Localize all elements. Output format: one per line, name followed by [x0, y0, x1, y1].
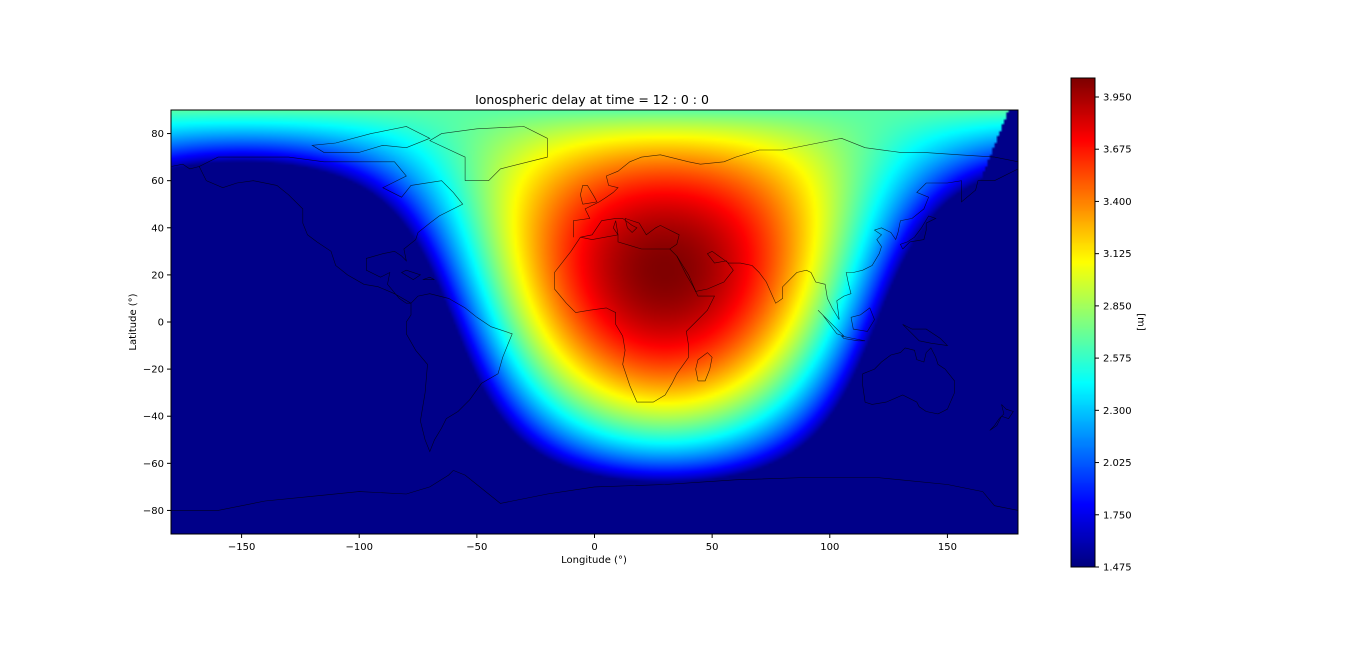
y-tick-label: −20	[143, 365, 164, 376]
colorbar-tick-label: 1.750	[1103, 510, 1132, 521]
y-tick-label: −40	[143, 412, 164, 423]
coastline	[695, 352, 713, 382]
coastline	[572, 137, 1019, 238]
y-tick-label: −80	[143, 506, 164, 517]
x-axis: −150 −100 −50 0 50 100 150	[228, 534, 957, 553]
colorbar-ticks: 1.475 1.750 2.025 2.300 2.575 2.850 3.125 3.400…	[1095, 92, 1132, 574]
colorbar-tick-label: 3.125	[1103, 249, 1132, 260]
colorbar-tick-label: 1.475	[1103, 563, 1132, 574]
y-tick-label: −60	[143, 459, 164, 470]
colorbar-tick-label: 2.575	[1103, 354, 1132, 365]
coastline	[198, 156, 513, 453]
coastline	[862, 347, 955, 415]
colorbar-tick-label: 3.400	[1103, 197, 1132, 208]
coastline	[989, 404, 1014, 431]
coastline	[899, 215, 937, 250]
chart-title: Ionospheric delay at time = 12 : 0 : 0	[475, 92, 709, 107]
x-tick-label: −150	[228, 542, 255, 553]
colorbar-tick-label: 2.850	[1103, 301, 1132, 312]
y-tick-label: 40	[151, 223, 164, 234]
x-axis-label: Longitude (°)	[561, 555, 627, 566]
coastline	[676, 168, 1019, 320]
coastline	[554, 237, 715, 403]
x-tick-label: 150	[938, 542, 957, 553]
colorbar-tick-label: 3.675	[1103, 145, 1132, 156]
x-tick-label: −50	[466, 542, 487, 553]
coastline	[580, 185, 598, 205]
coastline	[817, 309, 845, 337]
colorbar-frame	[1070, 77, 1096, 568]
y-axis-label: Latitude (°)	[128, 293, 139, 350]
x-tick-label: −100	[345, 542, 372, 553]
x-tick-label: 0	[591, 542, 597, 553]
colorbar-tick-label: 3.950	[1103, 92, 1132, 103]
coastline	[422, 276, 435, 280]
y-tick-label: 20	[151, 270, 164, 281]
x-tick-label: 100	[820, 542, 839, 553]
coastline	[400, 269, 422, 280]
plot-area	[170, 109, 1019, 535]
coastline-overlay	[170, 126, 1019, 511]
colorbar-tick-label: 2.300	[1103, 406, 1132, 417]
coastline	[850, 307, 875, 332]
coastline	[612, 220, 619, 235]
colorbar-gradient	[1071, 78, 1095, 567]
coastline	[170, 163, 200, 170]
ionospheric-delay-heatmap	[171, 110, 1018, 534]
y-tick-label: 60	[151, 176, 164, 187]
coastline	[311, 126, 431, 153]
coastline	[171, 470, 454, 511]
y-tick-label: 0	[158, 318, 164, 329]
x-tick-label: 50	[706, 542, 719, 553]
coastline	[453, 470, 1019, 511]
colorbar-label: [m]	[1135, 313, 1146, 331]
colorbar-tick-label: 2.025	[1103, 458, 1132, 469]
coastline	[429, 126, 548, 181]
colorbar: 1.475 1.750 2.025 2.300 2.575 2.850 3.125 3.400…	[1070, 77, 1146, 574]
coastline	[580, 217, 680, 250]
y-axis: −80 −60 −40 −20 0 20 40 60 80	[143, 129, 171, 517]
coastline	[841, 335, 866, 342]
y-tick-label: 80	[151, 129, 164, 140]
coastline	[902, 324, 949, 347]
